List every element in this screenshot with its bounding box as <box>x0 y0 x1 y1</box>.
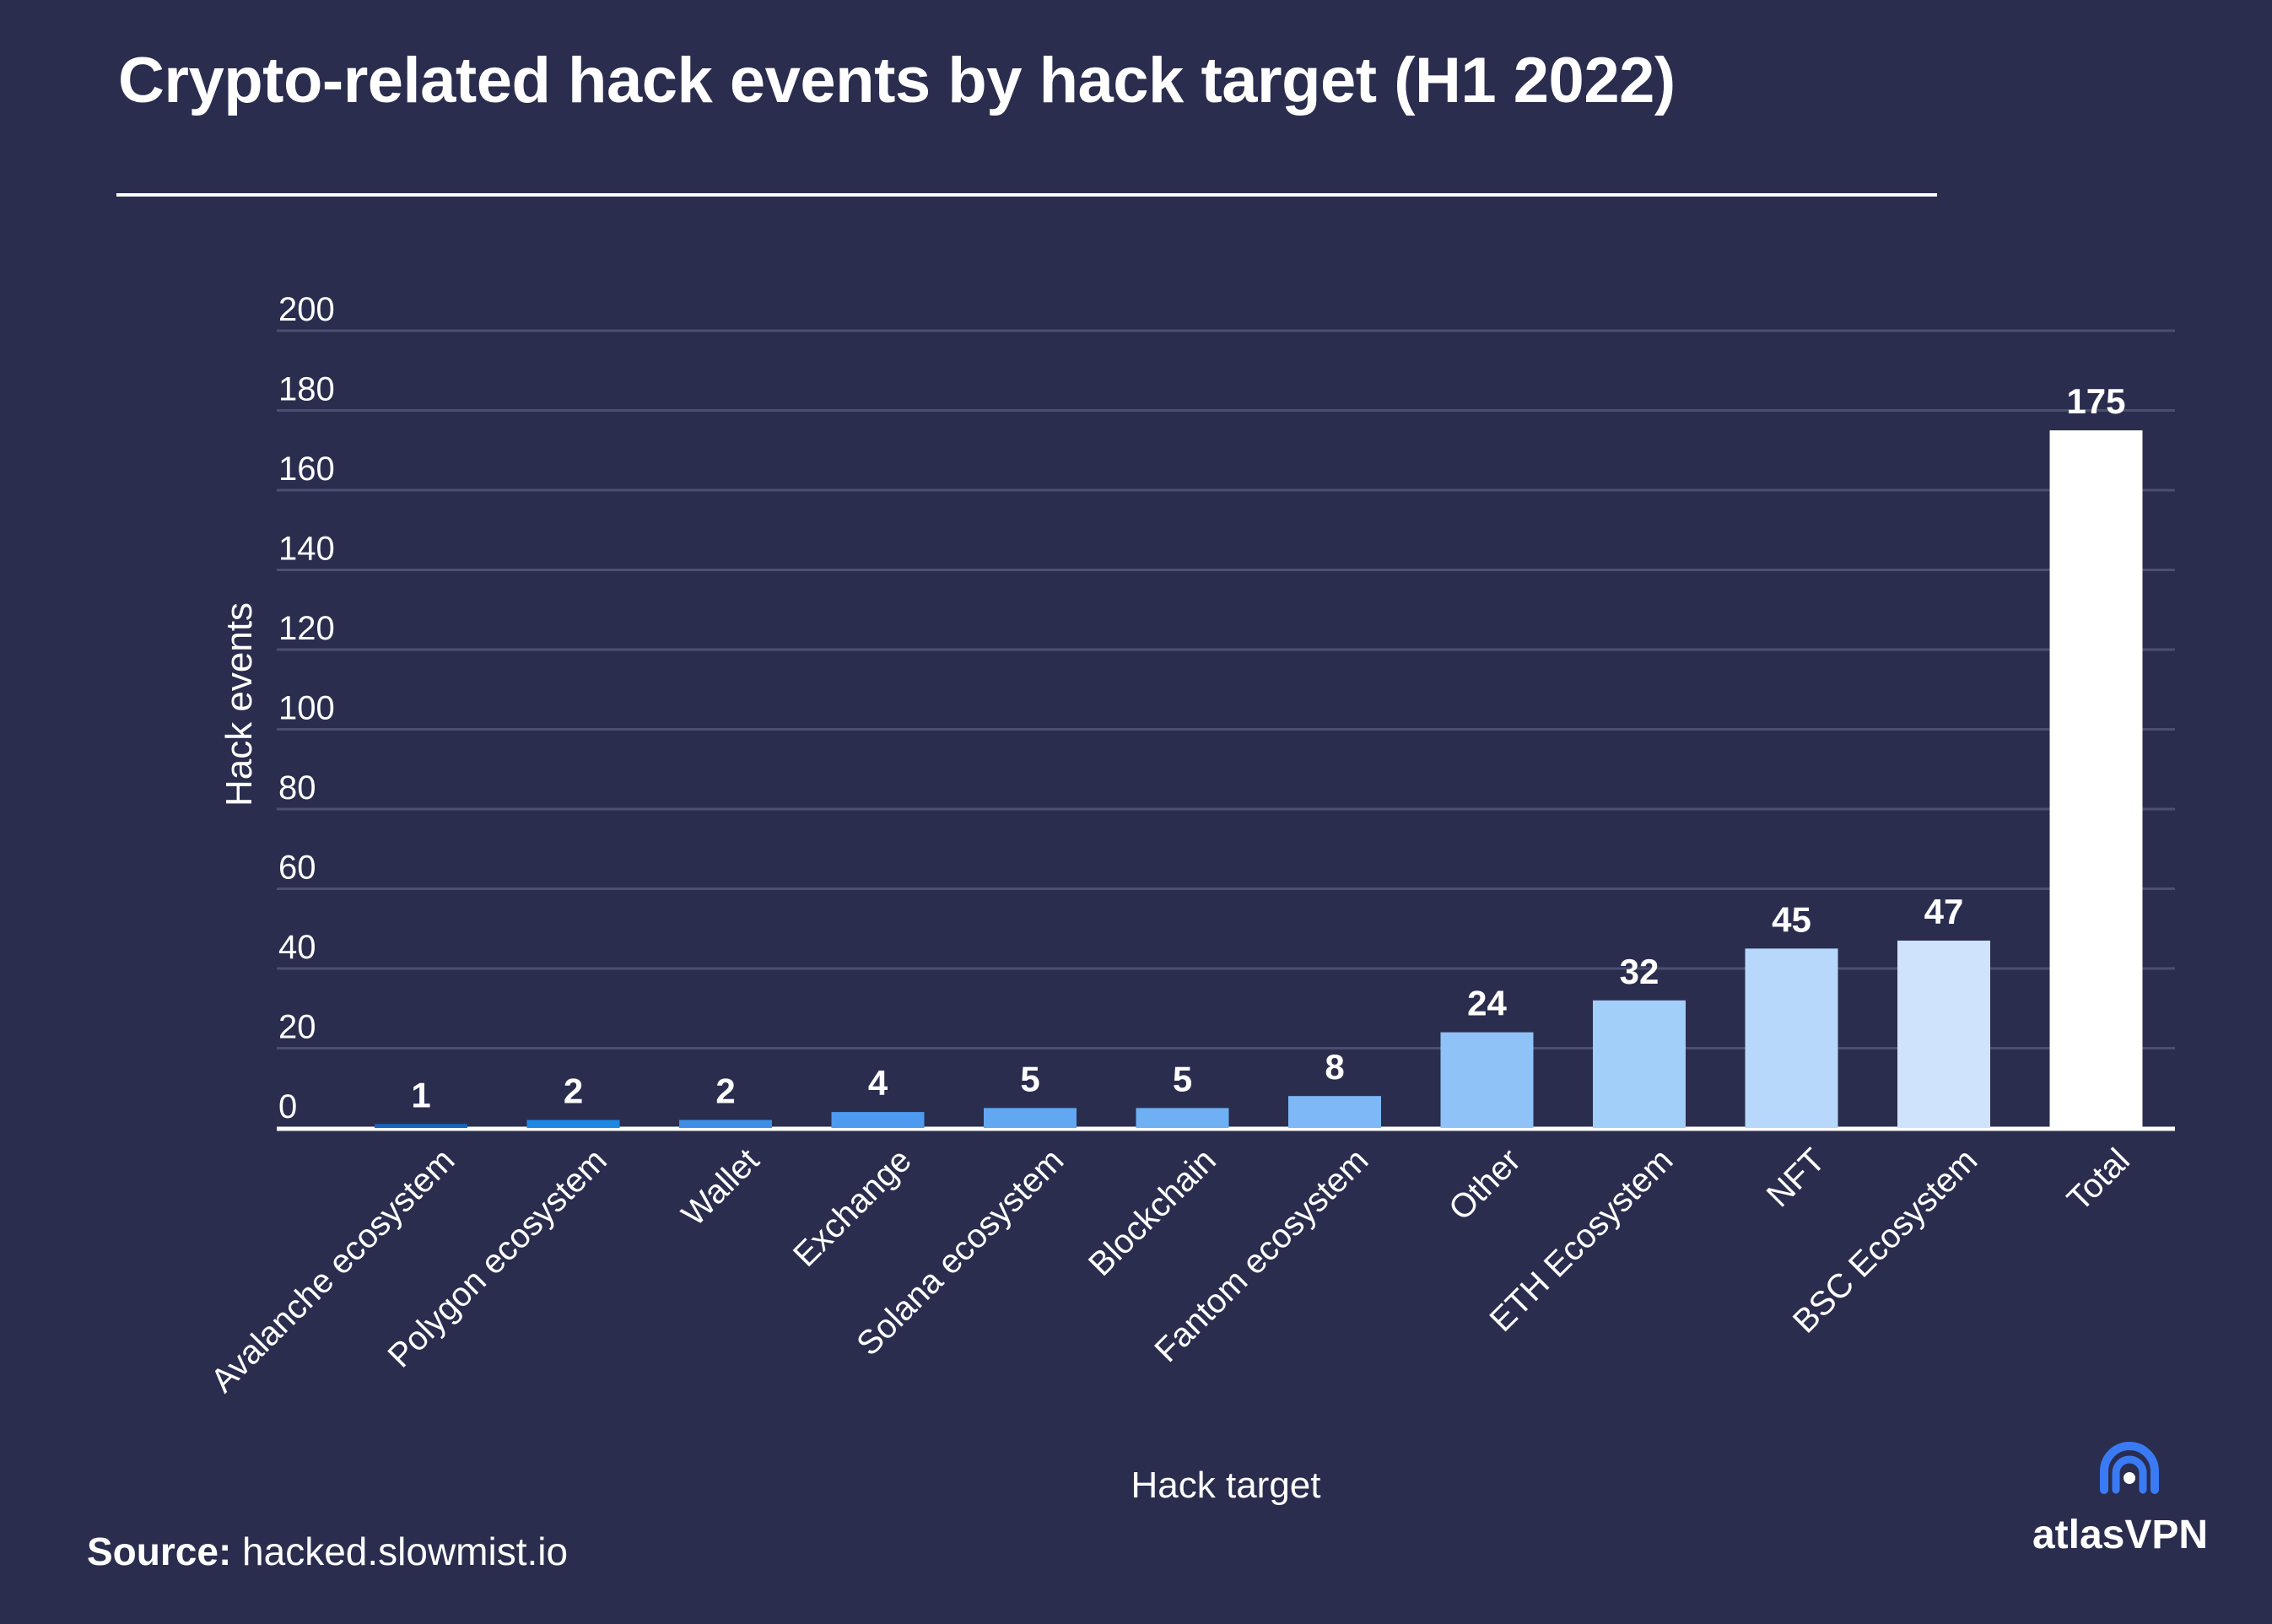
data-label: 4 <box>868 1063 888 1103</box>
bar[interactable] <box>375 1124 467 1128</box>
x-tick-label: Blockchain <box>1082 1141 1223 1283</box>
data-label: 5 <box>1020 1059 1039 1098</box>
data-label: 8 <box>1325 1047 1344 1087</box>
y-tick-label: 120 <box>278 610 335 647</box>
bar[interactable] <box>2049 430 2143 1128</box>
bar[interactable] <box>1440 1032 1534 1128</box>
y-tick-label: 160 <box>278 451 335 488</box>
brand-name: atlasVPN <box>2032 1513 2209 1557</box>
data-label: 2 <box>715 1071 735 1111</box>
atlas-signal-icon <box>2092 1434 2160 1502</box>
source-label: Source: <box>87 1530 232 1573</box>
chart-title: Crypto-related hack events by hack targe… <box>118 45 1676 116</box>
x-tick-label: Exchange <box>786 1141 919 1274</box>
data-label: 175 <box>2066 381 2125 421</box>
atlasvpn-logo: atlasVPN <box>2015 1434 2226 1561</box>
bar[interactable] <box>1288 1096 1381 1128</box>
bar[interactable] <box>1897 940 1990 1128</box>
data-label: 1 <box>411 1075 430 1114</box>
x-tick-label: Other <box>1442 1141 1528 1227</box>
data-label: 47 <box>1924 892 1964 931</box>
y-axis-title: Hack events <box>219 602 260 807</box>
bar[interactable] <box>1745 948 1838 1128</box>
x-axis-title: Hack target <box>1131 1465 1321 1506</box>
data-label: 5 <box>1173 1059 1192 1098</box>
bar[interactable] <box>526 1120 620 1128</box>
bar[interactable] <box>679 1120 772 1128</box>
bar[interactable] <box>1136 1108 1229 1128</box>
x-tick-label: Total <box>2060 1141 2137 1218</box>
y-tick-label: 200 <box>278 291 335 328</box>
y-tick-label: 60 <box>278 850 316 887</box>
y-tick-label: 100 <box>278 690 335 727</box>
y-tick-label: 20 <box>278 1009 316 1046</box>
title-divider <box>116 193 1937 197</box>
y-tick-label: 80 <box>278 769 316 807</box>
y-tick-label: 0 <box>278 1088 297 1125</box>
x-tick-label: NFT <box>1760 1141 1832 1214</box>
bar[interactable] <box>984 1108 1077 1128</box>
source-link[interactable]: hacked.slowmist.io <box>242 1530 569 1573</box>
bar[interactable] <box>1593 1000 1686 1128</box>
y-tick-label: 180 <box>278 371 335 408</box>
data-label: 32 <box>1620 952 1659 991</box>
bar[interactable] <box>831 1112 925 1128</box>
x-tick-label: Wallet <box>675 1141 767 1233</box>
data-label: 24 <box>1467 984 1507 1023</box>
source-note: Source: hacked.slowmist.io <box>87 1529 568 1574</box>
x-tick-label: Avalanche ecosystem <box>204 1141 462 1400</box>
y-tick-label: 140 <box>278 531 335 568</box>
y-tick-label: 40 <box>278 929 316 966</box>
data-label: 45 <box>1772 899 1811 939</box>
data-label: 2 <box>564 1071 583 1111</box>
